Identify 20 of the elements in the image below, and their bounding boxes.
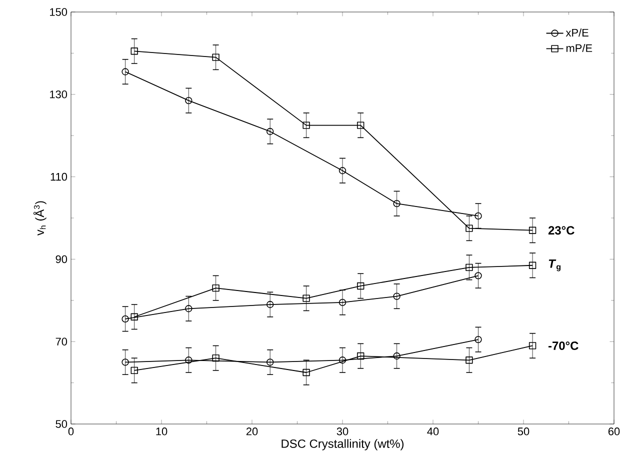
- y-tick-label: 130: [50, 90, 68, 98]
- y-axis-title: v$_{h}$ (Å$^{3}$): [33, 201, 46, 236]
- annotation: -70°C: [548, 341, 578, 350]
- x-tick-label: 30: [336, 428, 348, 436]
- x-tick-label: 0: [68, 428, 74, 436]
- x-tick-label: 60: [608, 428, 620, 436]
- legend-label: mP/E: [566, 44, 592, 52]
- y-tick-label: 150: [50, 8, 68, 16]
- x-axis-title: DSC Crystallinity (wt%): [282, 439, 404, 450]
- y-tick-label: 90: [56, 255, 68, 264]
- x-tick-label: 10: [156, 428, 168, 436]
- x-tick-label: 50: [518, 428, 530, 436]
- x-tick-label: 40: [427, 428, 439, 436]
- y-tick-label: 110: [50, 172, 68, 181]
- y-tick-label: 50: [56, 420, 68, 428]
- annotation: 23°C: [548, 226, 574, 235]
- y-tick-label: 70: [56, 338, 68, 346]
- legend-label: xP/E: [566, 28, 588, 37]
- x-tick-label: 20: [246, 428, 258, 436]
- annotation: T$_{g}$: [548, 260, 560, 272]
